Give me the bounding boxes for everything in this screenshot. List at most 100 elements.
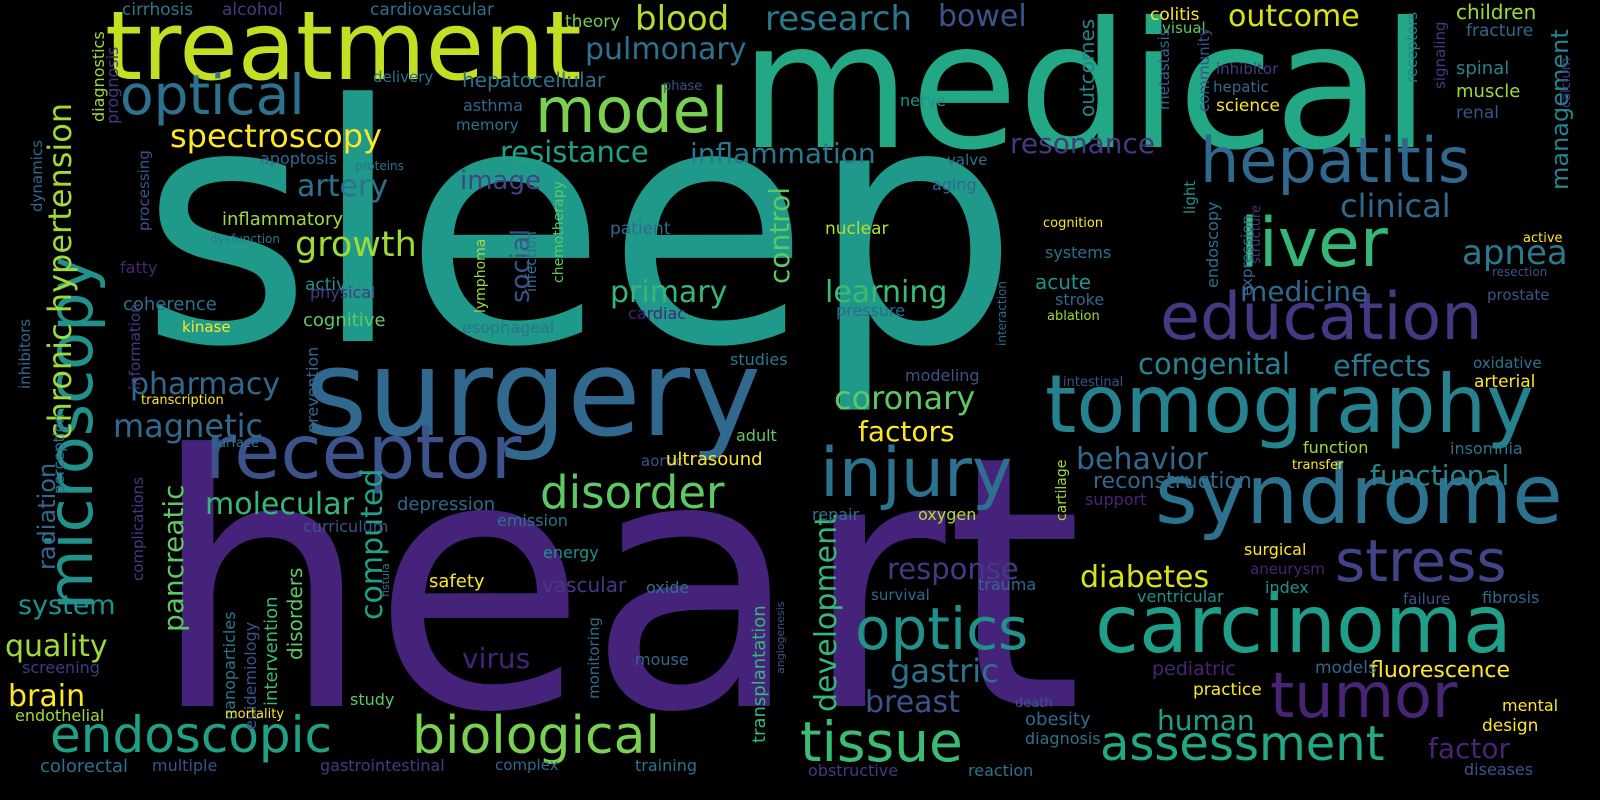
word-physical: physical bbox=[310, 283, 376, 302]
word-spectroscopy: spectroscopy bbox=[170, 117, 382, 155]
word-growth: growth bbox=[295, 225, 417, 265]
word-research: research bbox=[765, 0, 913, 39]
word-studies: studies bbox=[730, 350, 788, 369]
word-activity: activity bbox=[305, 275, 368, 295]
word-models: models bbox=[1315, 658, 1377, 678]
word-visual: visual bbox=[1162, 19, 1206, 37]
word-study: study bbox=[350, 690, 395, 709]
word-prostate: prostate bbox=[1487, 286, 1550, 304]
word-molecular: molecular bbox=[205, 487, 354, 522]
word-nuclear: nuclear bbox=[825, 219, 889, 239]
word-obesity: obesity bbox=[1025, 709, 1091, 730]
word-mental: mental bbox=[1502, 696, 1559, 715]
word-pharmacy: pharmacy bbox=[130, 367, 281, 402]
word-calcium: calcium bbox=[1559, 57, 1574, 108]
word-ultrasound: ultrasound bbox=[666, 449, 763, 470]
word-cognition: cognition bbox=[1043, 216, 1104, 231]
word-functional: functional bbox=[1370, 459, 1510, 492]
word-screening: screening bbox=[22, 658, 100, 677]
word-multiple: multiple bbox=[152, 756, 218, 775]
word-artery: artery bbox=[297, 169, 389, 204]
word-survival: survival bbox=[871, 586, 930, 604]
word-education: education bbox=[1160, 280, 1483, 355]
word-trauma: trauma bbox=[978, 575, 1037, 594]
word-outcomes: outcomes bbox=[1075, 18, 1099, 117]
word-nerve: nerve bbox=[900, 91, 946, 110]
word-fracture: fracture bbox=[1466, 21, 1534, 41]
word-community: community bbox=[1195, 27, 1213, 112]
word-aortic: aortic bbox=[641, 452, 684, 470]
word-depression: depression bbox=[397, 494, 496, 515]
word-spinal: spinal bbox=[1456, 58, 1510, 79]
word-angiogenesis: angiogenesis bbox=[774, 601, 787, 675]
word-chemotherapy: chemotherapy bbox=[551, 181, 567, 283]
word-resonance: resonance bbox=[1010, 127, 1156, 160]
word-ablation: ablation bbox=[1047, 309, 1100, 324]
word-modeling: modeling bbox=[905, 366, 980, 385]
word-aging: aging bbox=[932, 175, 977, 194]
word-complications: complications bbox=[129, 477, 147, 581]
word-tissue: tissue bbox=[800, 710, 963, 774]
word-inflammation: inflammation bbox=[690, 137, 876, 170]
word-ventricular: ventricular bbox=[1137, 587, 1224, 606]
word-arterial: arterial bbox=[1474, 372, 1536, 392]
word-endothelial: endothelial bbox=[15, 706, 105, 725]
word-emission: emission bbox=[497, 511, 568, 530]
word-heart: heart bbox=[150, 381, 1083, 789]
word-effects: effects bbox=[1333, 349, 1432, 383]
word-factor: factor bbox=[1428, 732, 1511, 765]
word-science: science bbox=[1216, 96, 1280, 116]
word-injury: injury bbox=[820, 434, 1013, 513]
word-failure: failure bbox=[1403, 590, 1451, 608]
word-structure: structure bbox=[1249, 205, 1264, 264]
word-biological: biological bbox=[412, 706, 660, 766]
word-control: control bbox=[763, 186, 796, 284]
word-sleep: sleep bbox=[140, 35, 1020, 419]
word-hepatic: hepatic bbox=[1213, 78, 1269, 96]
word-pulmonary: pulmonary bbox=[585, 32, 747, 67]
word-adult: adult bbox=[736, 426, 777, 445]
word-aneurysm: aneurysm bbox=[1250, 560, 1325, 578]
word-processing: processing bbox=[135, 150, 153, 231]
word-pancreatic: pancreatic bbox=[157, 484, 190, 632]
word-cirrhosis: cirrhosis bbox=[122, 0, 194, 20]
word-assessment: assessment bbox=[1100, 716, 1385, 772]
word-vascular: vascular bbox=[542, 573, 627, 597]
word-quality: quality bbox=[5, 629, 108, 664]
word-human: human bbox=[1157, 704, 1255, 737]
word-inhibitors: inhibitors bbox=[16, 318, 34, 389]
word-signaling: signaling bbox=[1431, 21, 1449, 89]
word-surgery: surgery bbox=[305, 325, 762, 464]
word-patient: patient bbox=[610, 219, 671, 239]
word-practice: practice bbox=[1193, 680, 1262, 700]
word-oxide: oxide bbox=[646, 578, 690, 597]
word-transfer: transfer bbox=[1292, 458, 1344, 473]
word-liver: liver bbox=[1240, 204, 1388, 283]
word-monitoring: monitoring bbox=[585, 617, 603, 699]
word-disorders: disorders bbox=[283, 567, 307, 660]
word-receptors: receptors bbox=[1403, 11, 1421, 83]
word-gastric: gastric bbox=[890, 652, 999, 690]
word-fistula: fistula bbox=[379, 563, 392, 597]
word-receptor: receptor bbox=[205, 408, 522, 496]
word-coronary: coronary bbox=[834, 379, 976, 417]
word-energy: energy bbox=[543, 543, 599, 562]
word-lymphoma: lymphoma bbox=[473, 238, 489, 313]
word-apoptosis: apoptosis bbox=[260, 149, 338, 168]
word-pediatric: pediatric bbox=[1152, 658, 1236, 680]
word-light: light bbox=[1181, 180, 1199, 214]
word-colitis: colitis bbox=[1150, 5, 1200, 25]
word-disorder: disorder bbox=[540, 466, 725, 519]
word-oxidative: oxidative bbox=[1473, 354, 1542, 372]
word-diseases: diseases bbox=[1464, 760, 1534, 779]
word-inflammatory: inflammatory bbox=[222, 209, 343, 230]
word-bowel: bowel bbox=[938, 0, 1027, 34]
word-blood: blood bbox=[635, 0, 730, 39]
word-information: information bbox=[126, 303, 144, 390]
word-colorectal: colorectal bbox=[40, 756, 128, 777]
word-obstructive: obstructive bbox=[808, 761, 899, 780]
word-curriculum: curriculum bbox=[303, 517, 389, 536]
word-medical: medical bbox=[740, 0, 1430, 189]
word-transplantation: transplantation bbox=[749, 605, 770, 743]
word-acute: acute bbox=[1035, 270, 1092, 294]
